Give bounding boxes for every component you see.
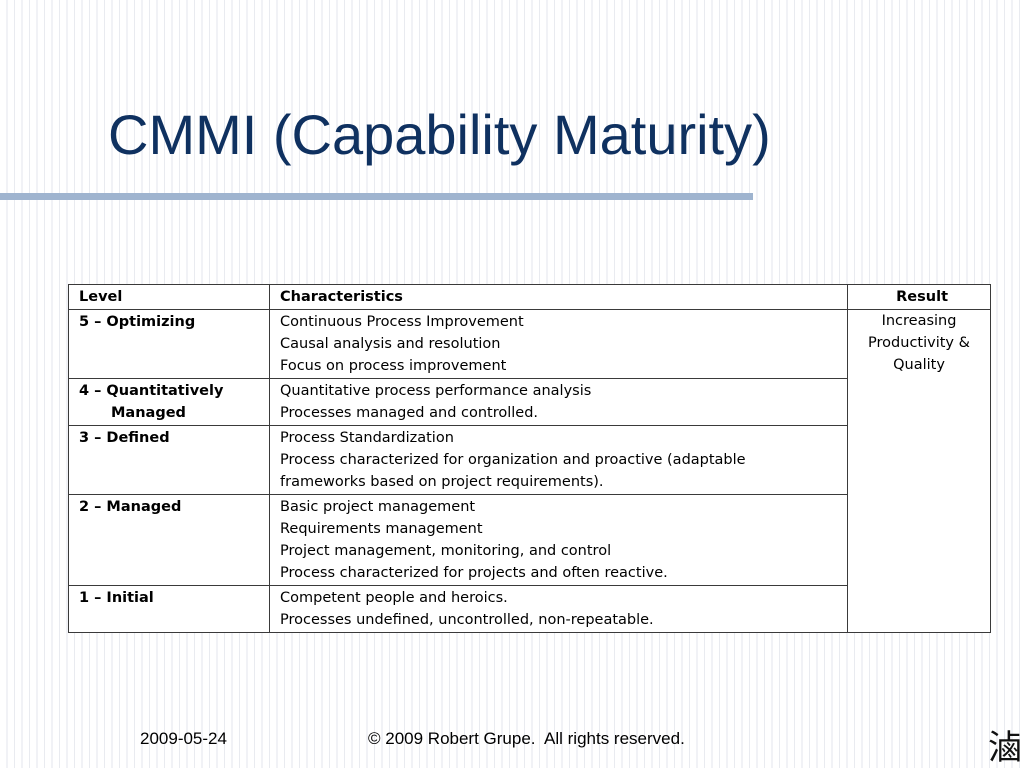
- characteristic-line: Competent people and heroics.: [280, 590, 508, 606]
- footer-date: 2009-05-24: [140, 729, 227, 748]
- characteristic-line: frameworks based on project requirements…: [280, 474, 604, 490]
- header-result: Result: [847, 284, 991, 310]
- table-header-row: Level Characteristics Result: [68, 284, 991, 310]
- result-line: Quality: [893, 357, 945, 373]
- characteristic-line: Project management, monitoring, and cont…: [280, 543, 612, 559]
- characteristics-cell: Basic project management Requirements ma…: [269, 494, 848, 586]
- table-row: 3 – Defined Process Standardization Proc…: [68, 425, 991, 495]
- level-cell-optimizing: 5 – Optimizing: [68, 309, 270, 379]
- table-row: 4 – Quantitatively Managed Quantitative …: [68, 378, 991, 426]
- characteristic-line: Causal analysis and resolution: [280, 336, 501, 352]
- title-underline-bar: [0, 193, 753, 200]
- characteristics-cell: Continuous Process Improvement Causal an…: [269, 309, 848, 379]
- characteristic-line: Continuous Process Improvement: [280, 314, 524, 330]
- level-label: 2 – Managed: [79, 499, 182, 515]
- table-row: 1 – Initial Competent people and heroics…: [68, 585, 991, 633]
- level-cell-managed: 2 – Managed: [68, 494, 270, 586]
- characteristic-line: Quantitative process performance analysi…: [280, 383, 592, 399]
- table-row: 2 – Managed Basic project management Req…: [68, 494, 991, 586]
- characteristic-line: Processes undefined, uncontrolled, non-r…: [280, 612, 654, 628]
- characteristic-line: Process characterized for projects and o…: [280, 565, 668, 581]
- characteristic-line: Processes managed and controlled.: [280, 405, 539, 421]
- level-cell-quantitatively-managed: 4 – Quantitatively Managed: [68, 378, 270, 426]
- level-label: 5 – Optimizing: [79, 314, 196, 330]
- seal-logo: 滷: [988, 728, 1022, 768]
- level-label: 1 – Initial: [79, 590, 154, 606]
- slide-title: CMMI (Capability Maturity): [108, 103, 771, 166]
- level-label: 4 – Quantitatively: [79, 383, 224, 399]
- level-cell-initial: 1 – Initial: [68, 585, 270, 633]
- characteristic-line: Focus on process improvement: [280, 358, 507, 374]
- cmmi-levels-table: Level Characteristics Result 5 – Optimiz…: [68, 284, 991, 633]
- characteristic-line: Basic project management: [280, 499, 476, 515]
- characteristics-cell: Process Standardization Process characte…: [269, 425, 848, 495]
- level-cell-defined: 3 – Defined: [68, 425, 270, 495]
- header-characteristics: Characteristics: [269, 284, 848, 310]
- level-label-continued: Managed: [111, 405, 186, 421]
- table-row: 5 – Optimizing Continuous Process Improv…: [68, 309, 991, 633]
- result-cell: Increasing Productivity & Quality: [847, 309, 991, 633]
- characteristic-line: Process characterized for organization a…: [280, 452, 746, 468]
- level-label: 3 – Defined: [79, 430, 170, 446]
- characteristic-line: Requirements management: [280, 521, 483, 537]
- header-level: Level: [68, 284, 270, 310]
- footer-copyright: © 2009 Robert Grupe. All rights reserved…: [368, 729, 685, 748]
- characteristics-cell: Quantitative process performance analysi…: [269, 378, 848, 426]
- characteristics-cell: Competent people and heroics. Processes …: [269, 585, 848, 633]
- result-line: Productivity &: [868, 335, 970, 351]
- characteristic-line: Process Standardization: [280, 430, 454, 446]
- result-line: Increasing: [881, 313, 957, 329]
